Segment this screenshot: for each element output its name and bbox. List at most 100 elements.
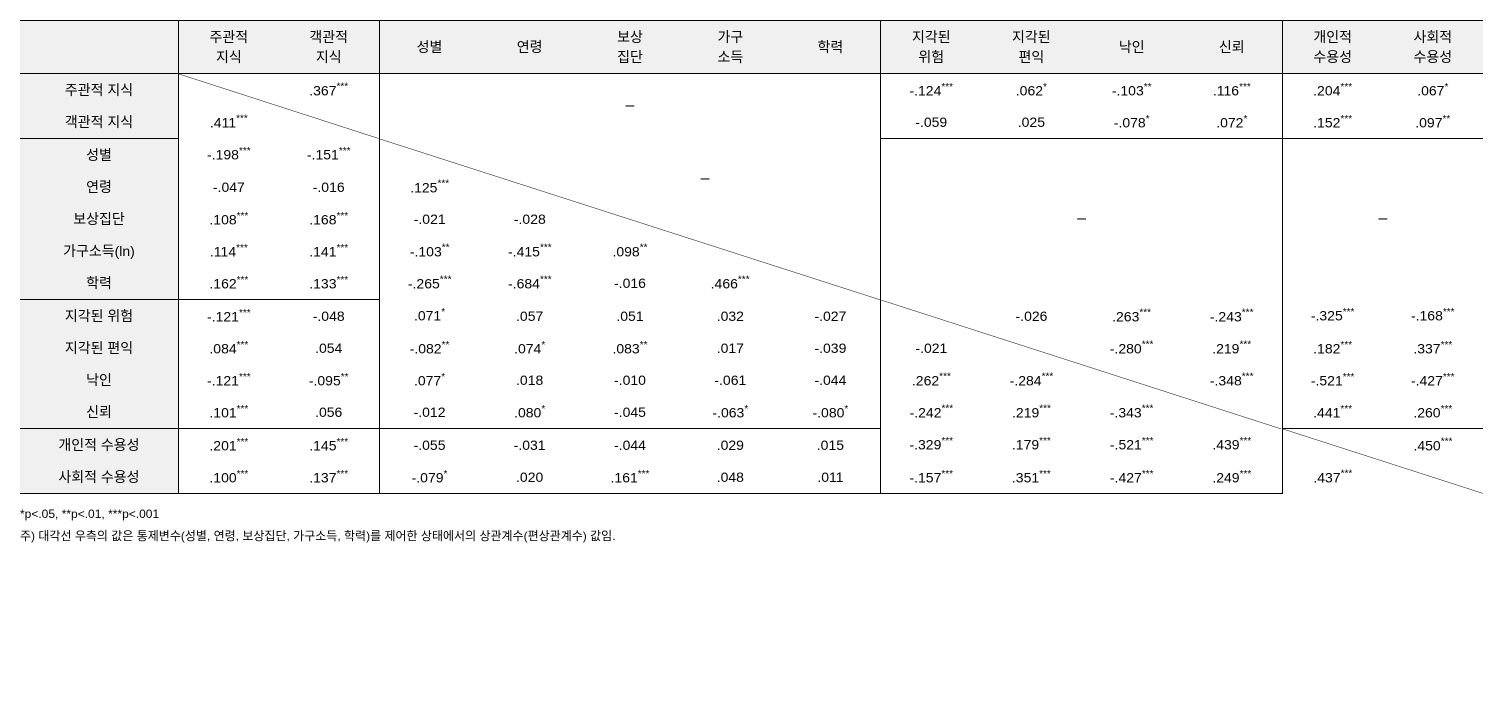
cell-r5c1: .108*** — [178, 203, 278, 235]
header-c8: 지각된위험 — [881, 21, 981, 74]
header-c7: 학력 — [781, 21, 881, 74]
cell-r12c9: .179*** — [981, 429, 1081, 462]
cell-r13c6: .048 — [680, 461, 780, 494]
dash-3: – — [1378, 210, 1387, 227]
rowhead-r13: 사회적 수용성 — [20, 461, 178, 494]
cell-r11c2: .056 — [279, 396, 379, 429]
cell-r9c12: .182*** — [1282, 332, 1382, 364]
cell-r10c8: .262*** — [912, 372, 951, 389]
cell-r10c1: -.121*** — [178, 364, 278, 396]
correlation-table-container: 주관적지식 객관적지식 성별 연령 보상집단 가구소득 학력 지각된위험 지각된… — [20, 20, 1483, 547]
cell-r8c1: -.121*** — [178, 300, 278, 333]
cell-r2c9: .025 — [981, 106, 1081, 139]
cell-r1c12: .204*** — [1282, 74, 1382, 107]
cell-r11c7: -.080* — [781, 396, 881, 429]
header-c9: 지각된편익 — [981, 21, 1081, 74]
header-c6: 가구소득 — [680, 21, 780, 74]
cell-r9c3: -.082** — [379, 332, 479, 364]
cell-r13c7: .011 — [781, 461, 881, 494]
cell-r12c4: -.031 — [479, 429, 579, 462]
rowhead-r5: 보상집단 — [20, 203, 178, 235]
header-c5: 보상집단 — [580, 21, 680, 74]
cell-r11c8: -.242*** — [910, 404, 954, 421]
header-c1: 주관적지식 — [178, 21, 278, 74]
cell-r6c3: -.103** — [410, 243, 450, 260]
cell-r10c2: -.095** — [279, 364, 379, 396]
rowhead-r9: 지각된 편익 — [20, 332, 178, 364]
cell-r6c4: -.415*** — [508, 243, 552, 260]
cell-r11c12: .441*** — [1282, 396, 1382, 429]
rowhead-r3: 성별 — [20, 139, 178, 172]
cell-r7c5: -.016 — [614, 275, 646, 291]
rowhead-r10: 낙인 — [20, 364, 178, 396]
rowhead-r8: 지각된 위험 — [20, 300, 178, 333]
cell-r4c3: .125*** — [410, 178, 449, 195]
footnotes: *p<.05, **p<.01, ***p<.001 주) 대각선 우측의 값은… — [20, 504, 1483, 547]
block-r3-mid: – — [881, 139, 1282, 300]
header-c11: 신뢰 — [1182, 21, 1282, 74]
block-g4-diag: .450*** .437*** — [1282, 429, 1483, 494]
cell-r13c10: -.427*** — [1082, 461, 1182, 494]
dash-2: – — [1077, 210, 1086, 227]
cell-r1c8: -.124*** — [881, 74, 981, 107]
cell-r11c9: .219*** — [1012, 404, 1051, 421]
dash-g2: – — [701, 170, 710, 188]
header-empty — [20, 21, 178, 74]
header-c12: 개인적수용성 — [1282, 21, 1382, 74]
cell-r11c10: -.343*** — [1110, 404, 1154, 421]
cell-r8c13: -.168*** — [1383, 300, 1483, 333]
cell-r8c11: -.243*** — [1210, 307, 1254, 324]
block-r1-mid: – — [379, 74, 881, 139]
header-c10: 낙인 — [1082, 21, 1182, 74]
cell-r10c9: -.284*** — [1010, 372, 1054, 389]
rowhead-r12: 개인적 수용성 — [20, 429, 178, 462]
cell-r13c1: .100*** — [178, 461, 278, 494]
cell-r13c9: .351*** — [981, 461, 1081, 494]
cell-r10c11: -.348*** — [1210, 372, 1254, 389]
cell-r13c5: .161*** — [580, 461, 680, 494]
cell-r4c2: -.016 — [279, 171, 379, 203]
block-g3-diag: -.026.263***-.243***-.280***.219***-.348… — [881, 300, 1282, 429]
cell-r12c1: .201*** — [178, 429, 278, 462]
header-c13: 사회적수용성 — [1383, 21, 1483, 74]
cell-r9c6: .017 — [680, 332, 780, 364]
cell-r2c12: .152*** — [1282, 106, 1382, 139]
cell-r12c7: .015 — [781, 429, 881, 462]
cell-r13c2: .137*** — [279, 461, 379, 494]
cell-r13c12: .437*** — [1313, 469, 1352, 486]
rowhead-r2: 객관적 지식 — [20, 106, 178, 139]
cell-r10c13: -.427*** — [1383, 364, 1483, 396]
cell-r11c5: -.045 — [580, 396, 680, 429]
cell-r2c10: -.078* — [1082, 106, 1182, 139]
cell-r8c2: -.048 — [279, 300, 379, 333]
header-c2: 객관적지식 — [279, 21, 379, 74]
cell-r10c6: -.061 — [680, 364, 780, 396]
cell-r8c10: .263*** — [1112, 307, 1151, 324]
cell-r2c8: -.059 — [881, 106, 981, 139]
cell-r7c6: .466*** — [711, 275, 750, 292]
rowhead-r11: 신뢰 — [20, 396, 178, 429]
cell-r2c11: .072* — [1182, 106, 1282, 139]
rowhead-r7: 학력 — [20, 267, 178, 300]
cell-r12c13: .450*** — [1413, 437, 1452, 454]
cell-r1c10: -.103** — [1082, 74, 1182, 107]
cell-r9c10: -.280*** — [1110, 340, 1154, 357]
cell-r8c5: .051 — [580, 300, 680, 333]
cell-r8c12: -.325*** — [1282, 300, 1382, 333]
cell-r10c5: -.010 — [580, 364, 680, 396]
rowhead-r1: 주관적 지식 — [20, 74, 178, 107]
cell-r13c3: -.079* — [379, 461, 479, 494]
cell-r5c4: -.028 — [514, 211, 546, 227]
cell-r11c3: -.012 — [379, 396, 479, 429]
cell-r7c2: .133*** — [279, 267, 379, 300]
cell-r9c2: .054 — [279, 332, 379, 364]
cell-r8c6: .032 — [680, 300, 780, 333]
rowhead-r4: 연령 — [20, 171, 178, 203]
header-c3: 성별 — [379, 21, 479, 74]
cell-r10c12: -.521*** — [1282, 364, 1382, 396]
cell-r1c2: .367*** — [309, 82, 348, 99]
block-g2-diag: .125***-.021-.028-.103**-.415***.098**-.… — [379, 139, 881, 300]
cell-r12c2: .145*** — [279, 429, 379, 462]
cell-r9c7: -.039 — [781, 332, 881, 364]
cell-r3c2: -.151*** — [279, 139, 379, 172]
